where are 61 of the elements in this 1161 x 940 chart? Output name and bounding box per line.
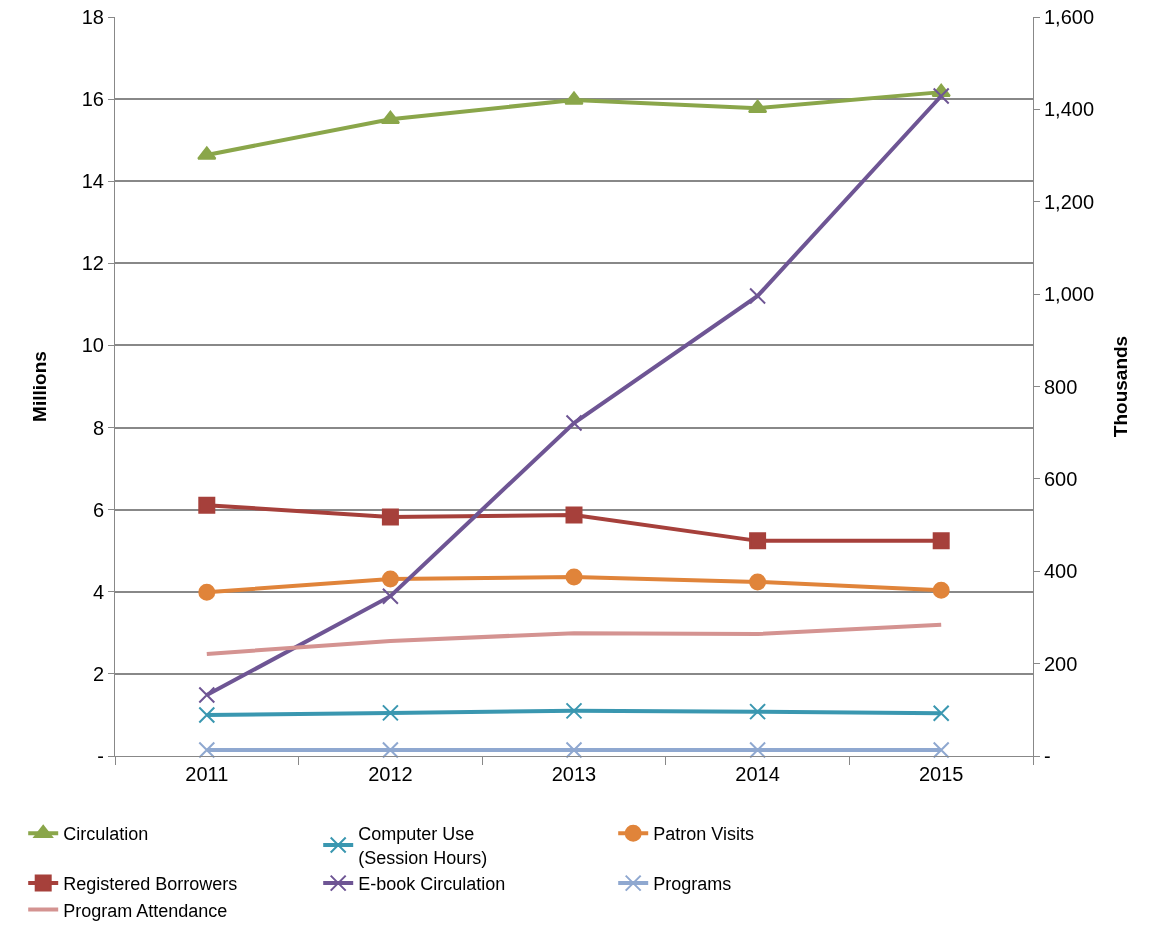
legend-label: Programs: [653, 874, 732, 895]
point: [381, 704, 399, 722]
point: [565, 568, 583, 586]
y2-tick-label: 200: [1044, 652, 1078, 675]
x-tick-label: 2014: [735, 763, 780, 785]
point: [749, 573, 767, 591]
y-tick-label: 8: [92, 416, 104, 439]
x-tick-label: 2011: [185, 763, 229, 785]
point: [749, 287, 767, 305]
y2-tick-label: 400: [1044, 560, 1078, 583]
x-tick-label: 2015: [918, 763, 964, 785]
legend-label: Circulation: [63, 824, 149, 845]
point: [749, 741, 767, 759]
y-tick-label: 18: [81, 6, 104, 28]
point: [381, 570, 399, 588]
y2-tick-label: 1,000: [1044, 283, 1095, 306]
point: [198, 686, 216, 704]
legend-label: E-book Circulation: [358, 874, 506, 895]
point: [932, 581, 950, 599]
point: [749, 703, 767, 721]
y-tick-label: 16: [81, 88, 104, 111]
y-tick-label: 2: [92, 662, 104, 685]
y2-tick-label: 800: [1044, 375, 1078, 398]
y2-tick-label: 1,400: [1044, 98, 1095, 121]
y2-tick-label: 1,600: [1044, 6, 1095, 28]
legend-label: Program Attendance: [63, 900, 228, 921]
point: [932, 87, 950, 105]
x-tick-label: 2012: [368, 763, 413, 785]
legend-label: Patron Visits: [653, 824, 754, 845]
y-tick-label: 14: [81, 170, 104, 193]
point: [198, 496, 216, 514]
point: [565, 414, 583, 432]
y2-tick-label: 1,200: [1044, 190, 1095, 213]
point: [198, 741, 216, 759]
x-tick-label: 2013: [551, 763, 597, 785]
y-axis-title: Millions: [28, 351, 50, 422]
y-tick-label: 4: [92, 580, 104, 603]
point: [932, 532, 950, 550]
point: [932, 741, 950, 759]
legend-label: Computer Use (Session Hours): [358, 824, 488, 868]
point: [564, 91, 584, 105]
point: [749, 532, 767, 550]
point: [565, 741, 583, 759]
y-tick-label: 12: [81, 252, 104, 275]
point: [197, 146, 217, 160]
point: [381, 508, 399, 526]
point: [565, 702, 583, 720]
y2-tick-label: -: [1044, 745, 1051, 767]
y2-tick-label: 600: [1044, 467, 1078, 490]
point: [932, 704, 950, 722]
line-series: [204, 622, 944, 656]
y-tick-label: -: [97, 745, 104, 767]
point: [198, 583, 216, 601]
point: [198, 706, 216, 724]
y2-axis-title: Thousands: [1109, 335, 1131, 438]
y-tick-label: 10: [81, 334, 104, 357]
point: [565, 506, 583, 524]
legend-label: Registered Borrowers: [63, 874, 238, 895]
y-tick-label: 6: [92, 498, 104, 521]
point: [381, 741, 399, 759]
point: [381, 587, 399, 605]
